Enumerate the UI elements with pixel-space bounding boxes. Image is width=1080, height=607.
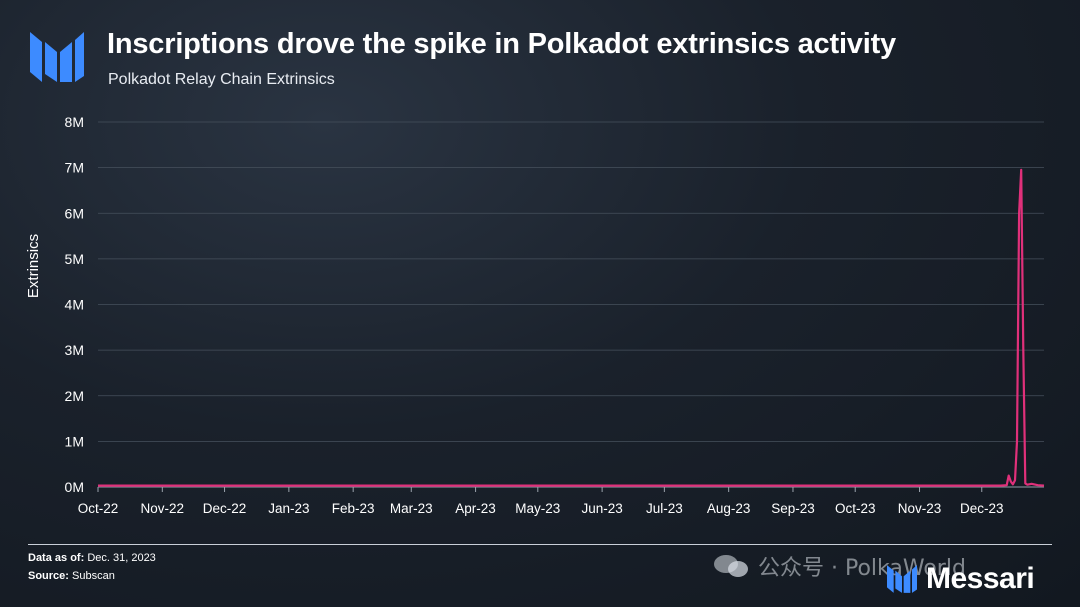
watermark-text: 公众号 · PolkaWorld [758, 556, 966, 581]
x-tick-label: Nov-22 [141, 501, 185, 516]
chart-title: Inscriptions drove the spike in Polkadot… [107, 28, 896, 60]
chart-subtitle: Polkadot Relay Chain Extrinsics [108, 71, 335, 88]
y-tick-label: 7M [65, 160, 84, 176]
x-tick-label: Oct-23 [835, 501, 876, 516]
source-label: Source: [28, 570, 69, 582]
x-tick-label: Sep-23 [771, 501, 815, 516]
messari-brand: Messari [884, 562, 1035, 596]
data-as-of-label: Data as of: [28, 552, 85, 564]
x-tick-label: Jan-23 [268, 501, 309, 516]
data-as-of: Data as of: Dec. 31, 2023 [28, 552, 156, 564]
x-axis-ticks: Oct-22 Nov-22 Dec-22 Jan-23 Feb-23 Mar-23 Apr-… [78, 487, 1004, 516]
y-axis-ticks: 0M 1M 2M 3M 4M 5M 6M 7M 8M [65, 114, 84, 495]
y-tick-label: 4M [65, 297, 84, 313]
y-tick-label: 1M [65, 433, 84, 449]
x-tick-label: Jul-23 [646, 501, 683, 516]
y-tick-label: 8M [65, 114, 84, 130]
data-as-of-value: Dec. 31, 2023 [87, 552, 156, 564]
grid-lines [98, 121, 1044, 488]
x-tick-label: Feb-23 [332, 501, 375, 516]
source: Source: Subscan [28, 570, 115, 582]
series-line [98, 168, 1045, 487]
y-tick-label: 5M [65, 251, 84, 267]
wechat-icon [714, 555, 748, 577]
messari-brand-icon [887, 565, 917, 593]
x-tick-label: Oct-22 [78, 501, 119, 516]
x-tick-label: Apr-23 [455, 501, 496, 516]
x-tick-label: Nov-23 [898, 501, 942, 516]
brand-name: Messari [926, 562, 1035, 595]
source-value: Subscan [72, 570, 115, 582]
y-tick-label: 3M [65, 342, 84, 358]
line-chart: 0M 1M 2M 3M 4M 5M 6M 7M 8M Oct-22 Nov-22 Dec-22 Jan… [25, 114, 1045, 516]
x-tick-label: Aug-23 [707, 501, 751, 516]
x-tick-label: Jun-23 [581, 501, 622, 516]
x-tick-label: May-23 [515, 501, 560, 516]
y-tick-label: 6M [65, 205, 84, 221]
messari-logo-icon [30, 32, 84, 82]
x-tick-label: Dec-22 [203, 501, 247, 516]
y-tick-label: 2M [65, 388, 84, 404]
x-tick-label: Mar-23 [390, 501, 433, 516]
y-axis-label: Extrinsics [25, 234, 42, 298]
y-tick-label: 0M [65, 479, 84, 495]
x-tick-label: Dec-23 [960, 501, 1004, 516]
footer-divider [28, 544, 1052, 545]
